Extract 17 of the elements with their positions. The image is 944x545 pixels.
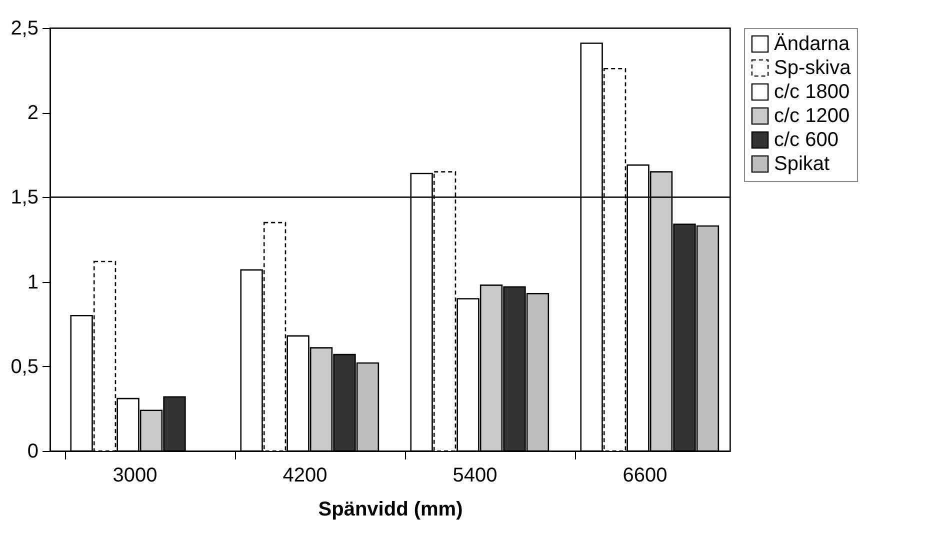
x-tick-label: 3000 [112,464,158,486]
y-tick-label: 0 [27,440,38,462]
legend-label: Sp-skiva [774,57,852,79]
y-tick-label: 2,5 [10,18,38,40]
y-tick-label: 1,5 [10,186,38,209]
legend-label: Ändarna [774,33,850,55]
y-tick-label: 0,5 [10,356,38,378]
legend-label: c/c 1800 [774,81,850,103]
legend-label: c/c 1200 [774,105,850,127]
legend-label: Spikat [774,153,830,175]
x-tick-label: 6600 [622,464,668,486]
legend-label: c/c 600 [774,129,838,151]
x-tick-label: 5400 [452,464,498,486]
y-tick-label: 1 [27,271,38,294]
x-axis-title: Spänvidd (mm) [318,498,463,520]
y-tick-label: 2 [27,102,38,124]
x-tick-label: 4200 [282,464,328,486]
